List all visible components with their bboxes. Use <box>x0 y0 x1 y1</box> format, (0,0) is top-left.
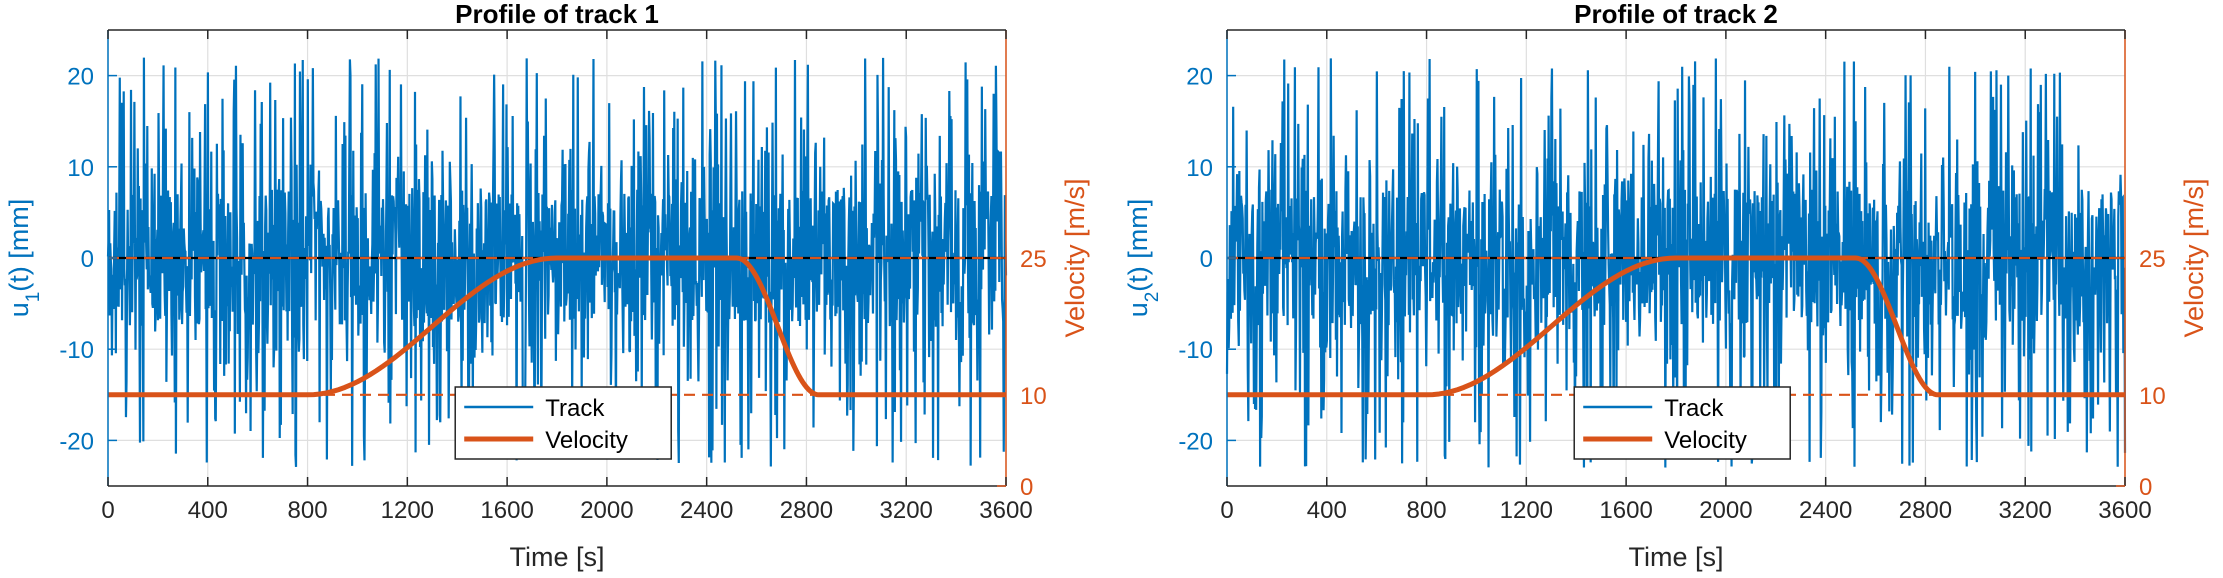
y-left-label-subscript: 2 <box>1142 292 1163 303</box>
x-tick-label: 2400 <box>680 497 733 524</box>
y-right-axis-label: Velocity [m/s] <box>2179 178 2209 337</box>
velocity-series-line <box>1227 255 2125 398</box>
x-tick-label: 400 <box>1307 497 1347 524</box>
x-tick-label: 3200 <box>1999 497 2052 524</box>
y-left-tick-label: 0 <box>81 246 94 273</box>
y-right-tick-label: 0 <box>1020 474 1033 501</box>
y-left-tick-label: 0 <box>1200 246 1213 273</box>
y-left-label-base: u <box>4 302 34 317</box>
y-left-tick-label: -20 <box>1178 428 1213 455</box>
track-series-line <box>1225 58 2127 468</box>
x-tick-label: 400 <box>188 497 228 524</box>
y-right-tick-label: 10 <box>2139 383 2166 410</box>
y-left-label-unit: (t) [mm] <box>1123 199 1153 292</box>
y-left-tick-label: 10 <box>67 155 94 182</box>
y-left-tick-label: 10 <box>1186 155 1213 182</box>
chart-title: Profile of track 2 <box>1574 0 1778 29</box>
x-tick-label: 3600 <box>2098 497 2151 524</box>
x-tick-label: 3600 <box>979 497 1032 524</box>
chart-title: Profile of track 1 <box>455 0 659 29</box>
x-tick-label: 800 <box>1407 497 1447 524</box>
x-tick-label: 0 <box>1220 497 1233 524</box>
y-left-label-unit: (t) [mm] <box>4 199 34 292</box>
legend: Track Velocity <box>454 386 672 460</box>
x-tick-label: 3200 <box>880 497 933 524</box>
y-left-axis-label: u2(t) [mm] <box>1123 199 1163 318</box>
legend-label-velocity: Velocity <box>545 427 628 454</box>
y-left-tick-label: -10 <box>1178 337 1213 364</box>
y-left-tick-label: 20 <box>1186 64 1213 91</box>
x-tick-label: 2800 <box>1899 497 1952 524</box>
x-tick-label: 0 <box>101 497 114 524</box>
x-tick-label: 2000 <box>1699 497 1752 524</box>
x-tick-label: 1200 <box>381 497 434 524</box>
legend-label-track: Track <box>1664 395 1724 422</box>
y-left-tick-label: -10 <box>59 337 94 364</box>
legend-label-track: Track <box>545 395 605 422</box>
y-right-axis-label: Velocity [m/s] <box>1060 178 1090 337</box>
x-tick-label: 2000 <box>580 497 633 524</box>
x-tick-label: 1200 <box>1500 497 1553 524</box>
chart-panel-2: 0 400 800 1200 1600 2000 2400 2800 3200 3600-20-1… <box>1123 0 2209 572</box>
x-tick-label: 1600 <box>480 497 533 524</box>
y-right-tick-label: 10 <box>1020 383 1047 410</box>
chart-panel-1: 0 400 800 1200 1600 2000 2400 2800 3200 3600-20-1… <box>4 0 1090 572</box>
legend: Track Velocity <box>1573 386 1791 460</box>
legend-box <box>454 386 672 460</box>
x-tick-label: 800 <box>288 497 328 524</box>
y-left-label-base: u <box>1123 302 1153 317</box>
y-left-tick-label: -20 <box>59 428 94 455</box>
y-right-tick-label: 0 <box>2139 474 2152 501</box>
x-tick-label: 2800 <box>780 497 833 524</box>
y-left-axis-label: u1(t) [mm] <box>4 199 44 318</box>
x-axis-label: Time [s] <box>509 542 604 572</box>
legend-label-velocity: Velocity <box>1664 427 1747 454</box>
y-left-tick-label: 20 <box>67 64 94 91</box>
x-tick-label: 2400 <box>1799 497 1852 524</box>
y-right-tick-label: 25 <box>1020 246 1047 273</box>
x-axis-label: Time [s] <box>1628 542 1723 572</box>
y-right-tick-label: 25 <box>2139 246 2166 273</box>
y-left-label-subscript: 1 <box>23 292 44 303</box>
legend-box <box>1573 386 1791 460</box>
velocity-series-line <box>108 255 1006 398</box>
x-tick-label: 1600 <box>1599 497 1652 524</box>
